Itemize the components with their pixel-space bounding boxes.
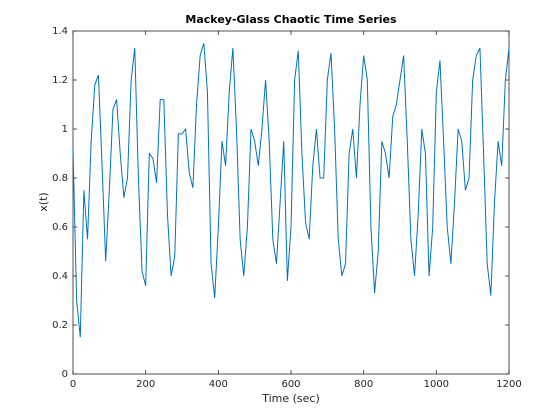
y-tick-label: 0.2 xyxy=(52,320,68,331)
y-axis-label: x(t) xyxy=(37,192,50,211)
data-line xyxy=(72,43,510,338)
x-tick-label: 200 xyxy=(136,379,155,390)
y-tick-label: 0.4 xyxy=(52,271,68,282)
x-tick-label: 1200 xyxy=(496,379,521,390)
x-tick-label: 0 xyxy=(70,379,76,390)
x-tick-label: 1000 xyxy=(424,379,449,390)
y-tick-label: 1.2 xyxy=(52,75,68,86)
x-tick-label: 400 xyxy=(209,379,228,390)
y-tick-label: 1.4 xyxy=(52,26,68,37)
y-tick-label: 0.8 xyxy=(52,173,68,184)
x-tick-label: 600 xyxy=(281,379,300,390)
x-tick-label: 800 xyxy=(354,379,373,390)
x-axis-label: Time (sec) xyxy=(261,392,320,405)
y-tick-label: 1 xyxy=(62,124,68,135)
y-tick-label: 0 xyxy=(62,369,68,380)
chart-title: Mackey-Glass Chaotic Time Series xyxy=(185,13,397,26)
plot-area xyxy=(72,30,510,375)
y-tick-label: 0.6 xyxy=(52,222,68,233)
